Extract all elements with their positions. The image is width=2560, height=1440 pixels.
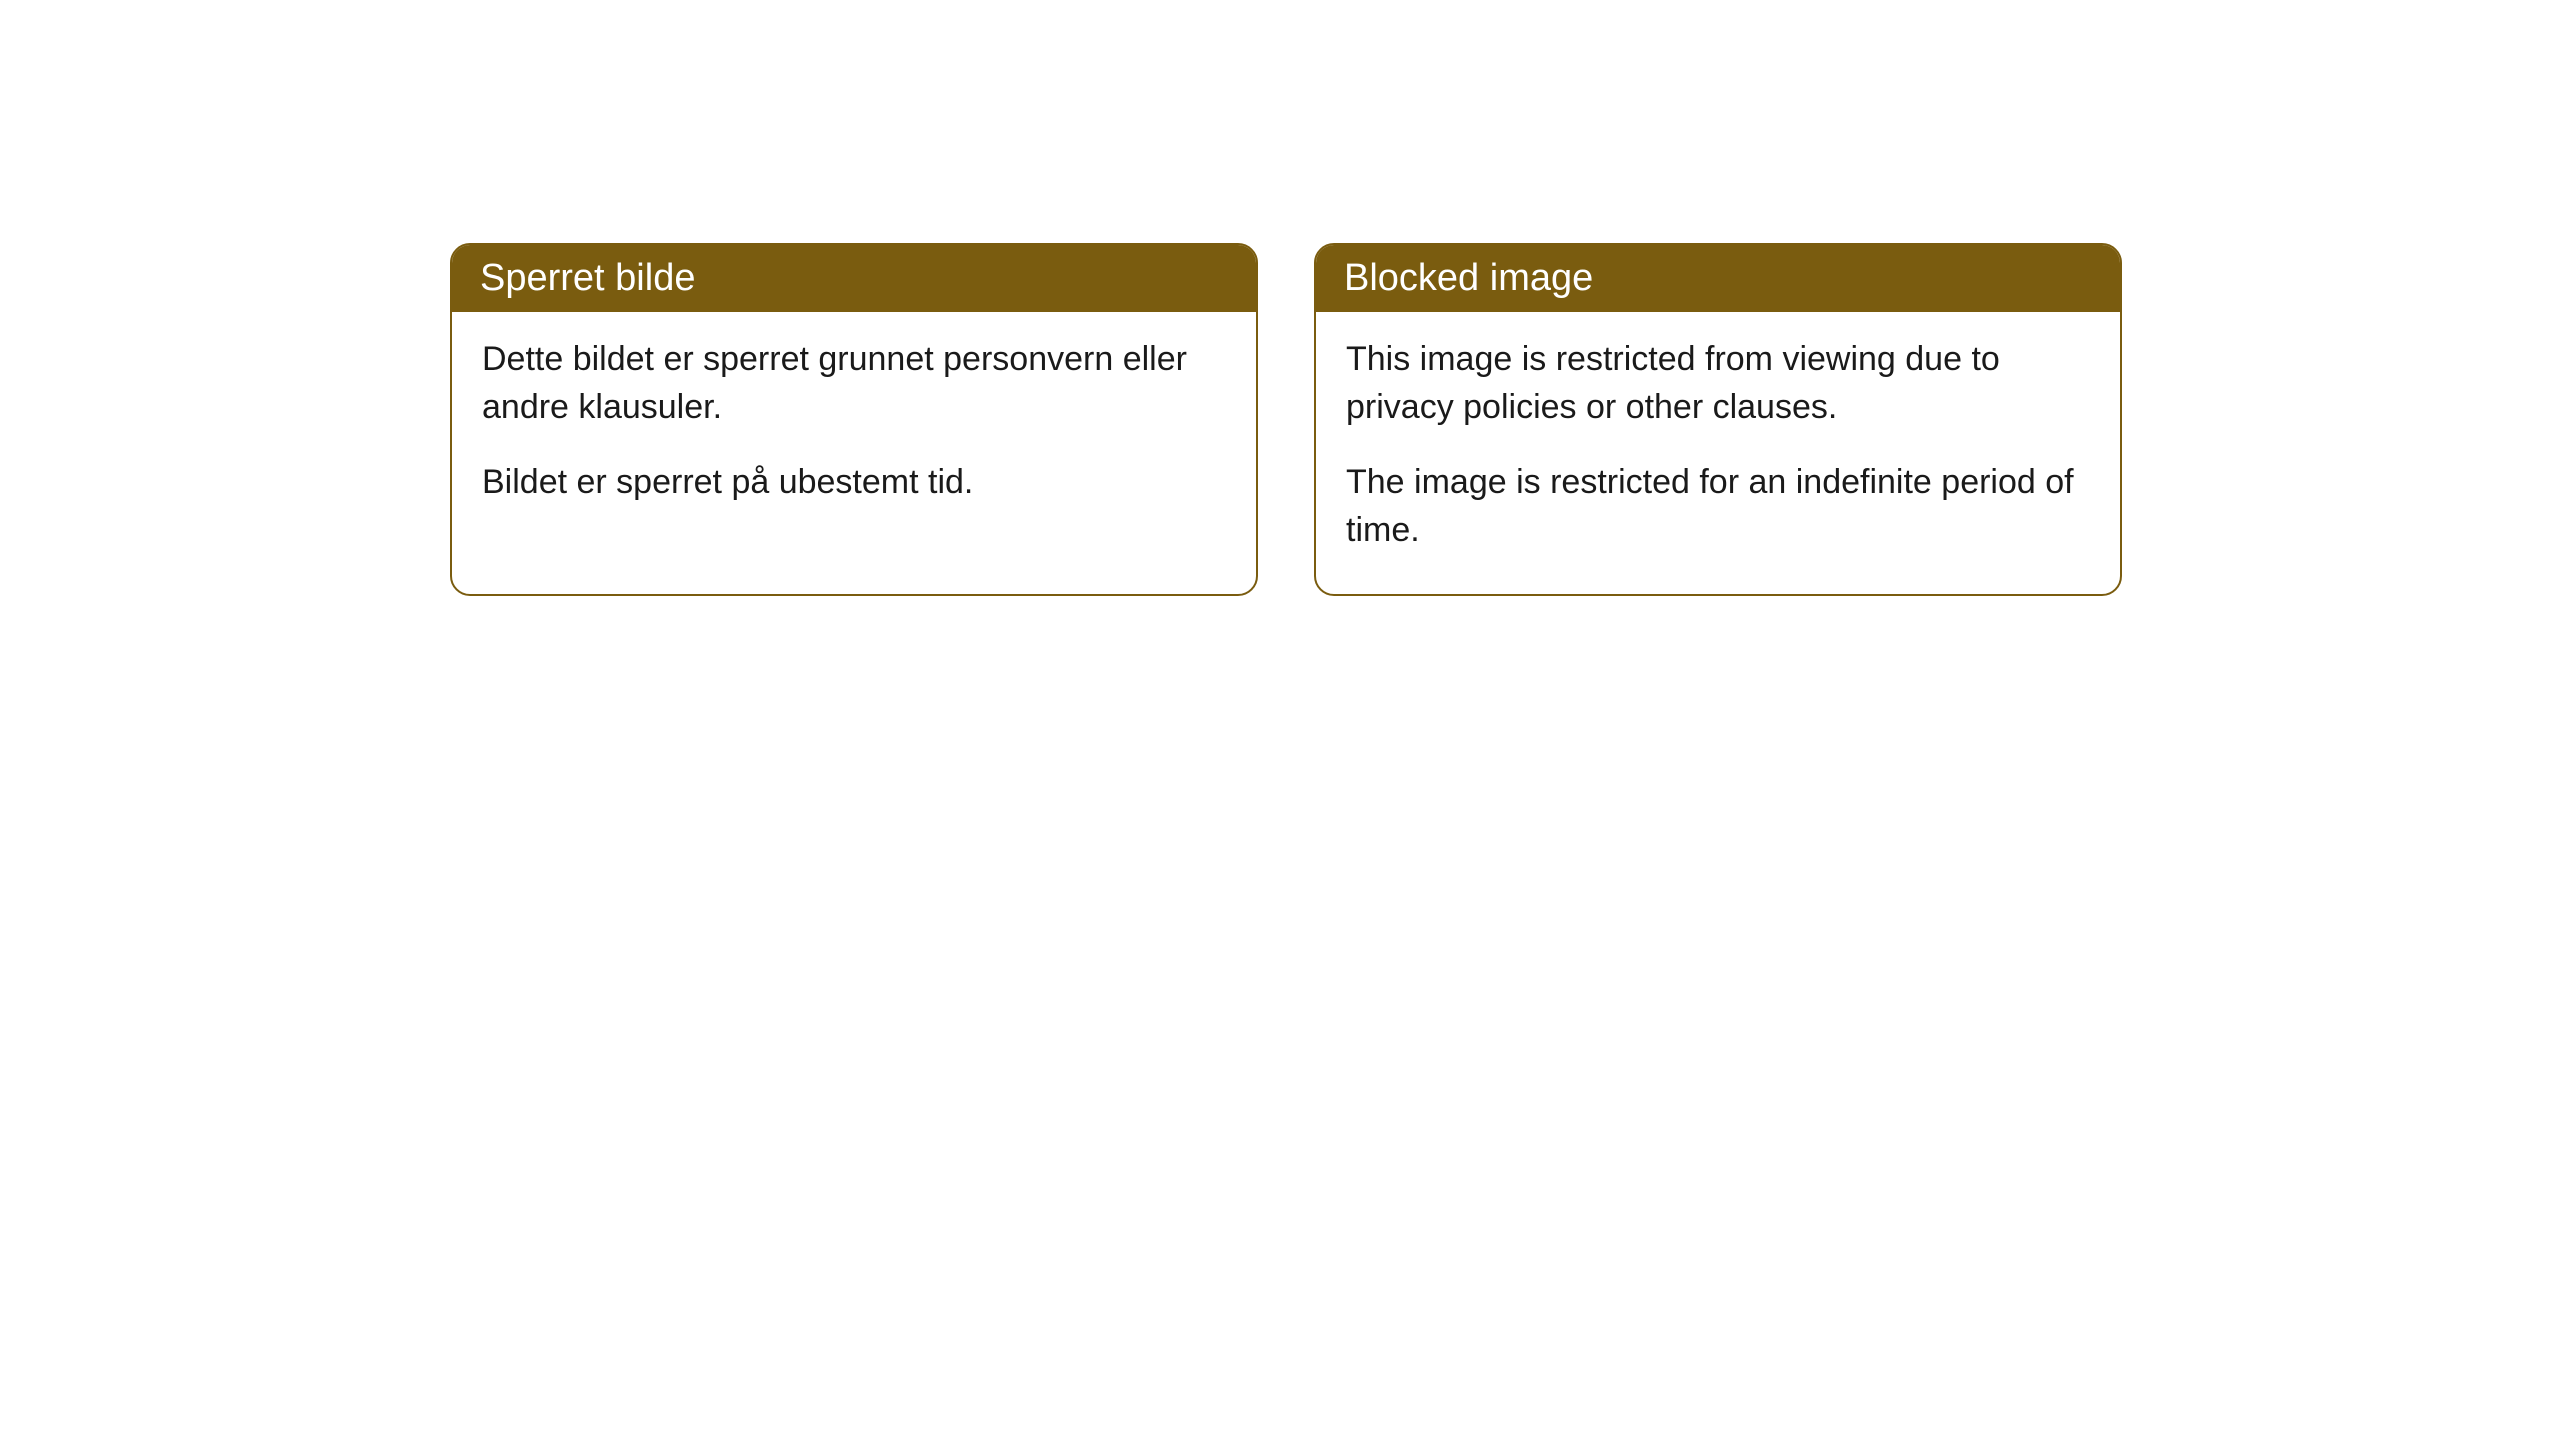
card-body: Dette bildet er sperret grunnet personve… xyxy=(452,312,1256,547)
notice-cards-container: Sperret bilde Dette bildet er sperret gr… xyxy=(450,243,2122,596)
card-text-line-2: The image is restricted for an indefinit… xyxy=(1346,459,2090,554)
card-text-line-2: Bildet er sperret på ubestemt tid. xyxy=(482,459,1226,507)
card-header: Sperret bilde xyxy=(452,245,1256,312)
blocked-image-card-english: Blocked image This image is restricted f… xyxy=(1314,243,2122,596)
blocked-image-card-norwegian: Sperret bilde Dette bildet er sperret gr… xyxy=(450,243,1258,596)
card-text-line-1: Dette bildet er sperret grunnet personve… xyxy=(482,336,1226,431)
card-text-line-1: This image is restricted from viewing du… xyxy=(1346,336,2090,431)
card-title: Sperret bilde xyxy=(480,257,695,299)
card-title: Blocked image xyxy=(1344,257,1593,299)
card-body: This image is restricted from viewing du… xyxy=(1316,312,2120,594)
card-header: Blocked image xyxy=(1316,245,2120,312)
